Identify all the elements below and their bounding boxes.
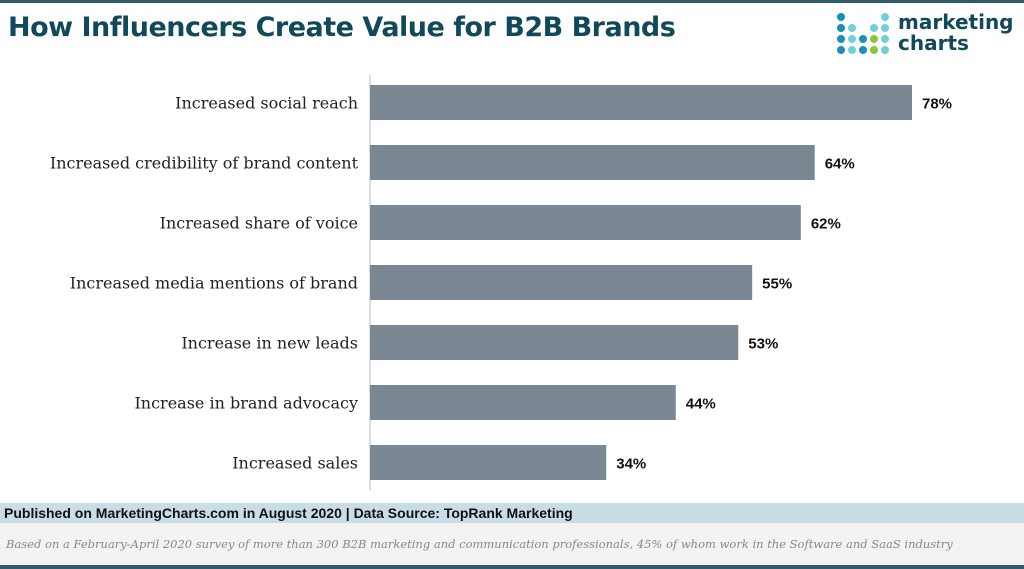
category-label: Increased media mentions of brand bbox=[70, 274, 358, 293]
bottom-border bbox=[0, 565, 1024, 569]
data-label: 62% bbox=[811, 216, 841, 233]
data-label: 34% bbox=[616, 456, 646, 473]
data-label: 78% bbox=[922, 96, 952, 113]
category-label: Increased credibility of brand content bbox=[50, 154, 359, 173]
bar bbox=[370, 325, 739, 360]
top-border bbox=[0, 0, 1024, 3]
bar bbox=[370, 145, 815, 180]
data-label: 55% bbox=[762, 276, 792, 293]
survey-note: Based on a February-April 2020 survey of… bbox=[0, 523, 1024, 565]
data-label: 64% bbox=[825, 156, 855, 173]
published-source: Published on MarketingCharts.com in Augu… bbox=[0, 503, 1024, 523]
logo-text-2: charts bbox=[898, 31, 969, 55]
chart-title: How Influencers Create Value for B2B Bra… bbox=[8, 12, 676, 43]
bar-chart: Increased social reach 78% Increased credi… bbox=[50, 75, 952, 490]
bar bbox=[370, 385, 676, 420]
bar bbox=[370, 85, 912, 120]
category-label: Increased sales bbox=[232, 454, 358, 473]
category-label: Increased share of voice bbox=[160, 214, 358, 233]
data-label: 44% bbox=[686, 396, 716, 413]
marketingcharts-logo: marketing charts bbox=[836, 12, 1016, 62]
bar bbox=[370, 265, 753, 300]
bar bbox=[370, 445, 607, 480]
logo-dots-icon bbox=[837, 13, 889, 54]
category-label: Increase in new leads bbox=[181, 334, 358, 353]
data-label: 53% bbox=[748, 336, 778, 353]
category-label: Increased social reach bbox=[175, 94, 358, 113]
bar bbox=[370, 205, 801, 240]
logo-text-1: marketing bbox=[898, 10, 1014, 34]
category-label: Increase in brand advocacy bbox=[134, 394, 358, 413]
